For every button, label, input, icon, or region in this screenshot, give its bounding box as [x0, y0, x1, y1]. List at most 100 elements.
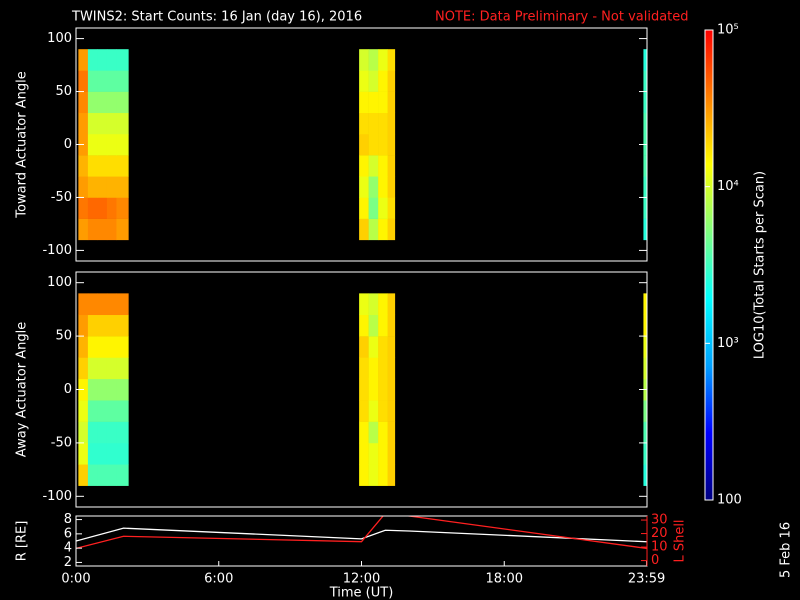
heatmap-cell [87, 421, 98, 444]
heatmap-cell [87, 91, 98, 114]
heatmap-cell [87, 293, 98, 316]
heatmap-cell [97, 464, 108, 486]
y-tick-label: 2 [64, 555, 72, 570]
heatmap-cell [78, 91, 89, 114]
heatmap-cell [106, 176, 117, 198]
heatmap-cell [97, 378, 108, 401]
series-line [76, 516, 647, 550]
y-tick-label: 50 [55, 329, 72, 344]
y-tick-label: 8 [64, 512, 72, 527]
heatmap-cell [378, 91, 388, 114]
heatmap-cell [78, 218, 89, 241]
heatmap-cell [368, 442, 379, 465]
heatmap-cell [643, 314, 648, 337]
heatmap-cell [643, 293, 648, 316]
heatmap-cell [106, 314, 117, 337]
colorbar-tick-label: 100 [717, 493, 742, 508]
heatmap-cell [97, 91, 108, 114]
heatmap-cell [116, 70, 129, 92]
heatmap-cell [378, 176, 388, 198]
heatmap-cell [368, 112, 379, 135]
heatmap-cell [387, 112, 396, 135]
heatmap-cell [97, 357, 108, 380]
heatmap-cell [368, 91, 379, 114]
note: NOTE: Data Preliminary - Not validated [435, 10, 689, 25]
heatmap-cell [359, 197, 369, 219]
heatmap-cell [643, 336, 648, 358]
heatmap-cell [97, 400, 108, 422]
heatmap-cell [116, 357, 129, 380]
heatmap-cell [106, 442, 117, 465]
axis-label: Toward Actuator Angle [15, 71, 30, 218]
heatmap-cell [643, 197, 648, 219]
heatmap-cell [78, 197, 89, 219]
heatmap-cell [97, 49, 108, 71]
x-tick-label: 6:00 [204, 572, 233, 587]
heatmap-cell [643, 218, 648, 241]
heatmap-cell [78, 314, 89, 337]
heatmap-cell [97, 218, 108, 241]
y-tick-label: -50 [51, 190, 72, 205]
heatmap-cell [97, 314, 108, 337]
heatmap-cell [643, 70, 648, 92]
heatmap-cell [359, 218, 369, 241]
heatmap-cell [78, 442, 89, 465]
heatmap-cell [97, 421, 108, 444]
heatmap-cell [87, 176, 98, 198]
heatmap-cell [87, 70, 98, 92]
y-tick-label: 4 [64, 541, 72, 556]
heatmap-cell [87, 155, 98, 177]
heatmap-cell [368, 133, 379, 156]
heatmap-cell [106, 293, 117, 316]
y-tick-label: 100 [47, 31, 72, 46]
heatmap-cell [643, 155, 648, 177]
x-axis-label: Time (UT) [329, 586, 394, 600]
heatmap-cell [78, 176, 89, 198]
heatmap-cell [368, 378, 379, 401]
heatmap-cell [87, 314, 98, 337]
heatmap-cell [116, 49, 129, 71]
heatmap-cell [106, 112, 117, 135]
heatmap-cell [643, 91, 648, 114]
x-tick-label: 23:59 [628, 572, 665, 587]
colorbar-tick-label: 10³ [717, 336, 739, 351]
y-tick-label: -100 [42, 243, 72, 258]
y2-tick-label: 10 [651, 540, 668, 555]
heatmap-cell [78, 293, 89, 316]
colorbar-tick-label: 10⁵ [717, 23, 739, 38]
heatmap-cell [116, 218, 129, 241]
y-tick-label: 0 [64, 382, 72, 397]
y-tick-label: 6 [64, 526, 72, 541]
footer-date: 5 Feb 16 [779, 522, 794, 578]
heatmap-cell [378, 314, 388, 337]
heatmap-cell [387, 464, 396, 486]
axis-label: Away Actuator Angle [15, 322, 30, 457]
heatmap-cell [106, 70, 117, 92]
heatmap-cell [87, 442, 98, 465]
colorbar-label: LOG10(Total Starts per Scan) [753, 171, 768, 359]
y-tick-label: 100 [47, 275, 72, 290]
heatmap-cell [116, 336, 129, 358]
heatmap-cell [368, 336, 379, 358]
heatmap-cell [87, 378, 98, 401]
heatmap-cell [116, 197, 129, 219]
heatmap-cell [359, 357, 369, 380]
heatmap-cell [359, 314, 369, 337]
heatmap-cell [378, 197, 388, 219]
heatmap-cell [368, 357, 379, 380]
heatmap-cell [359, 400, 369, 422]
heatmap-cell [116, 91, 129, 114]
x-tick-label: 12:00 [343, 572, 380, 587]
heatmap-cell [378, 442, 388, 465]
heatmap-cell [387, 218, 396, 241]
heatmap-cell [116, 314, 129, 337]
heatmap-cell [359, 70, 369, 92]
heatmap-cell [359, 112, 369, 135]
heatmap-cell [116, 176, 129, 198]
heatmap-cell [368, 155, 379, 177]
heatmap-cell [87, 464, 98, 486]
heatmap-cell [116, 112, 129, 135]
heatmap-cell [368, 293, 379, 316]
panel-frame [75, 27, 648, 262]
heatmap-cell [387, 176, 396, 198]
